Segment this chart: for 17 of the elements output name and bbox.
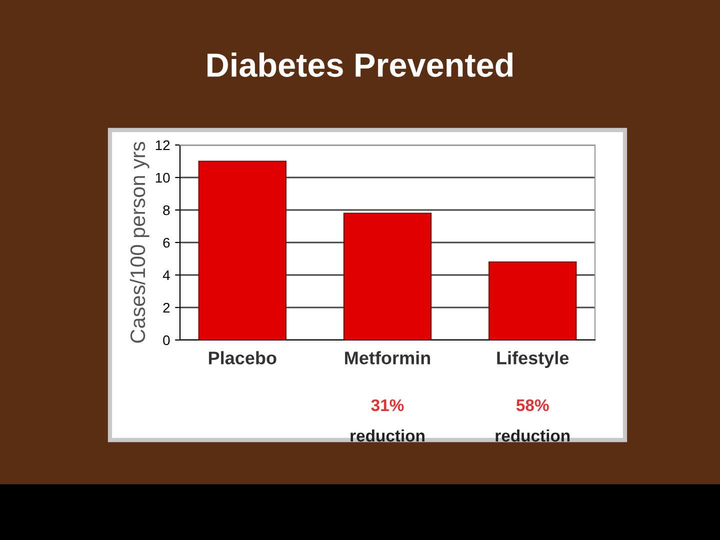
y-tick-label: 12 — [156, 140, 170, 150]
x-tick-label: Lifestyle — [497, 351, 569, 368]
y-tick-label: 10 — [156, 172, 170, 183]
bar — [343, 212, 432, 340]
text: 58% reduction — [496, 399, 570, 442]
y-tick-label: 6 — [163, 238, 170, 248]
bar — [488, 261, 577, 340]
x-tick-label: Placebo — [208, 351, 276, 364]
y-tick-label: 8 — [163, 205, 170, 216]
bar — [198, 160, 286, 340]
chart-title: Diabetes Prevented — [208, 52, 513, 77]
y-tick-label: 4 — [162, 270, 170, 280]
y-axis-title: Cases/100 person yrs — [130, 142, 150, 343]
y-tick-label: 2 — [163, 302, 170, 313]
x-tick-label: Metformin — [345, 351, 430, 364]
y-tick-label: 0 — [163, 335, 170, 346]
text: 31% reduction — [350, 399, 424, 442]
